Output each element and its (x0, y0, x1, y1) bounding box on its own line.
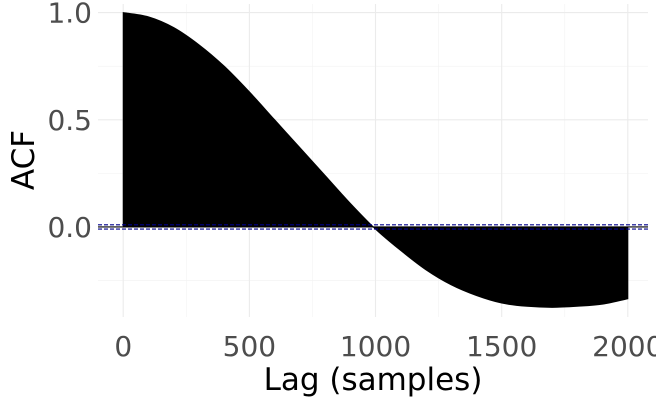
y-tick-label: 0.5 (47, 104, 92, 137)
x-tick-label: 2000 (592, 330, 656, 363)
y-tick-label: 0.0 (47, 211, 92, 244)
x-tick-label: 0 (114, 330, 132, 363)
x-tick-label: 500 (223, 330, 276, 363)
x-axis-title: Lag (samples) (264, 362, 483, 398)
y-tick-label: 1.0 (47, 0, 92, 30)
tick-labels: 0 500 1000 1500 2000 0.0 0.5 1.0 (47, 0, 656, 363)
x-tick-label: 1000 (340, 330, 411, 363)
y-axis-title: ACF (6, 130, 42, 190)
reference-lines (98, 224, 648, 230)
x-tick-label: 1500 (466, 330, 537, 363)
